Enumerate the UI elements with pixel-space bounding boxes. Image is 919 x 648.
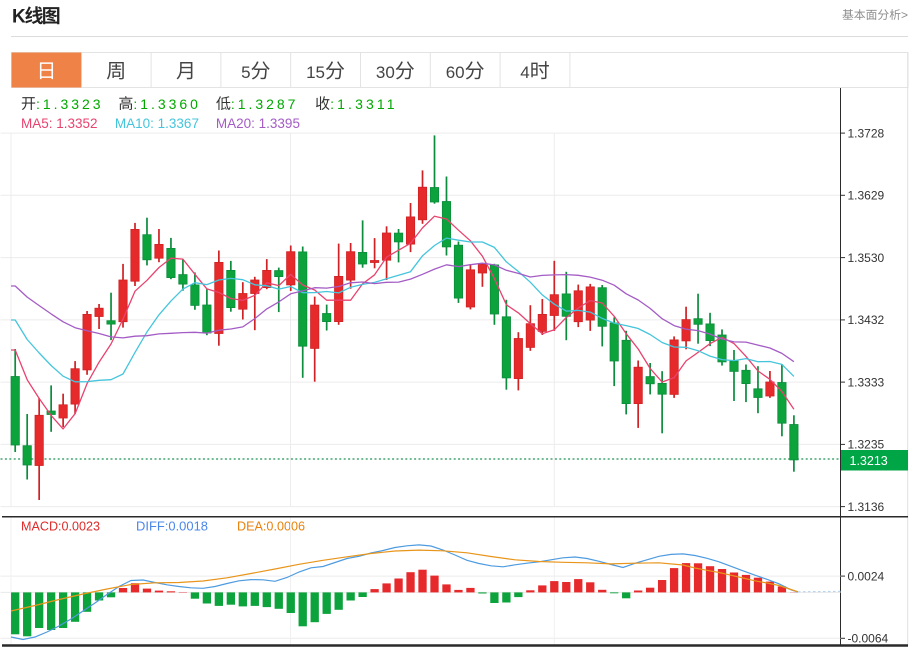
svg-text:MA10: 1.3367: MA10: 1.3367 xyxy=(115,116,199,131)
svg-text:1.3530: 1.3530 xyxy=(848,251,885,265)
svg-text:1.3333: 1.3333 xyxy=(848,375,885,389)
svg-text:MA20: 1.3395: MA20: 1.3395 xyxy=(216,116,300,131)
svg-text:1.3629: 1.3629 xyxy=(848,189,885,203)
svg-text:1.3728: 1.3728 xyxy=(848,126,885,140)
svg-text:>: > xyxy=(901,8,908,22)
svg-text:MACD:0.0023: MACD:0.0023 xyxy=(21,519,100,534)
svg-text:K: K xyxy=(12,7,26,28)
svg-text:-0.0064: -0.0064 xyxy=(848,632,889,646)
svg-text:MA5: 1.3352: MA5: 1.3352 xyxy=(21,116,98,131)
svg-text:5: 5 xyxy=(241,63,250,82)
svg-text:1.3213: 1.3213 xyxy=(850,454,888,468)
svg-text:DIFF:0.0018: DIFF:0.0018 xyxy=(136,519,208,534)
svg-text:60: 60 xyxy=(446,63,465,82)
svg-text:1.3432: 1.3432 xyxy=(848,313,885,327)
svg-text:1.3235: 1.3235 xyxy=(848,438,885,452)
svg-text:DEA:0.0006: DEA:0.0006 xyxy=(237,519,305,534)
svg-text:30: 30 xyxy=(376,63,395,82)
svg-text:4: 4 xyxy=(520,63,529,82)
svg-text:1.3136: 1.3136 xyxy=(848,500,885,514)
svg-text:15: 15 xyxy=(306,63,325,82)
svg-text:0.0024: 0.0024 xyxy=(848,569,885,583)
